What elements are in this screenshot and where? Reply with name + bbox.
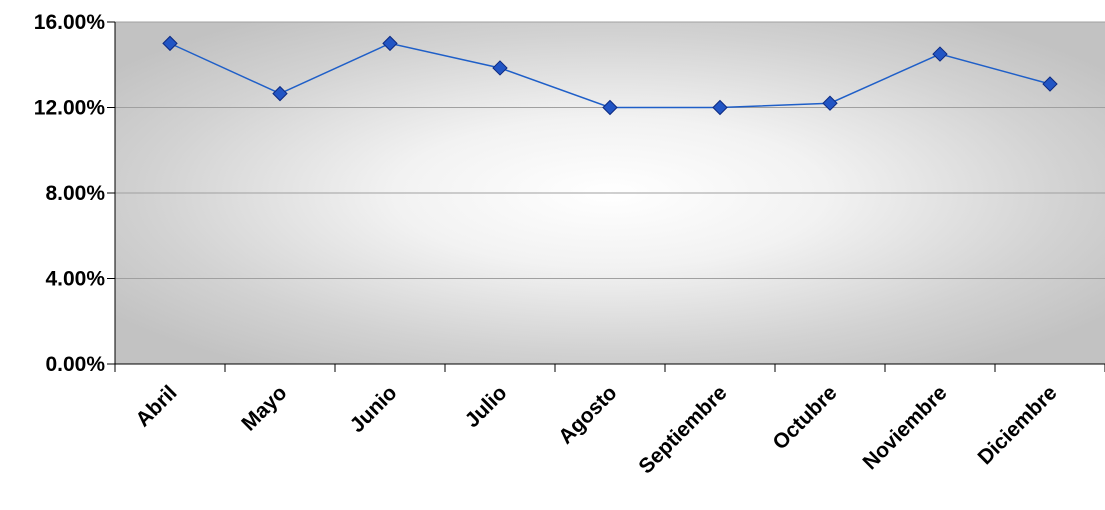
x-tick-label-5: Septiembre [634, 381, 731, 478]
data-point-2 [382, 35, 398, 52]
series-markers [162, 35, 1058, 116]
x-tick-label-0: Abril [131, 381, 181, 431]
y-axis-tick-labels: 0.00% 4.00% 8.00% 12.00% 16.00% [34, 11, 106, 376]
x-tick-label-8: Diciembre [973, 381, 1061, 469]
y-tick-label-2: 8.00% [45, 182, 105, 205]
x-tick-label-1: Mayo [237, 381, 291, 435]
y-tick-label-3: 12.00% [34, 97, 106, 120]
x-tick-label-3: Julio [461, 381, 512, 432]
data-point-7 [932, 46, 948, 62]
y-tick-label-0: 0.00% [45, 353, 105, 376]
data-point-0 [162, 35, 178, 52]
axes [107, 21, 1105, 372]
x-axis-tick-labels: Abril Mayo Junio Julio Agosto Septiembre Octub… [131, 381, 1061, 478]
y-tick-label-4: 16.00% [34, 11, 106, 34]
y-tick-label-1: 4.00% [45, 268, 105, 291]
x-tick-label-4: Agosto [554, 381, 621, 448]
x-tick-label-2: Junio [346, 381, 402, 437]
data-point-6 [822, 95, 838, 111]
data-point-1 [272, 85, 288, 102]
data-point-4 [602, 99, 618, 116]
data-point-5 [712, 99, 728, 116]
data-point-8 [1042, 76, 1058, 92]
x-tick-label-6: Octubre [768, 381, 841, 454]
x-tick-label-7: Noviembre [859, 381, 952, 474]
data-point-3 [492, 60, 508, 76]
